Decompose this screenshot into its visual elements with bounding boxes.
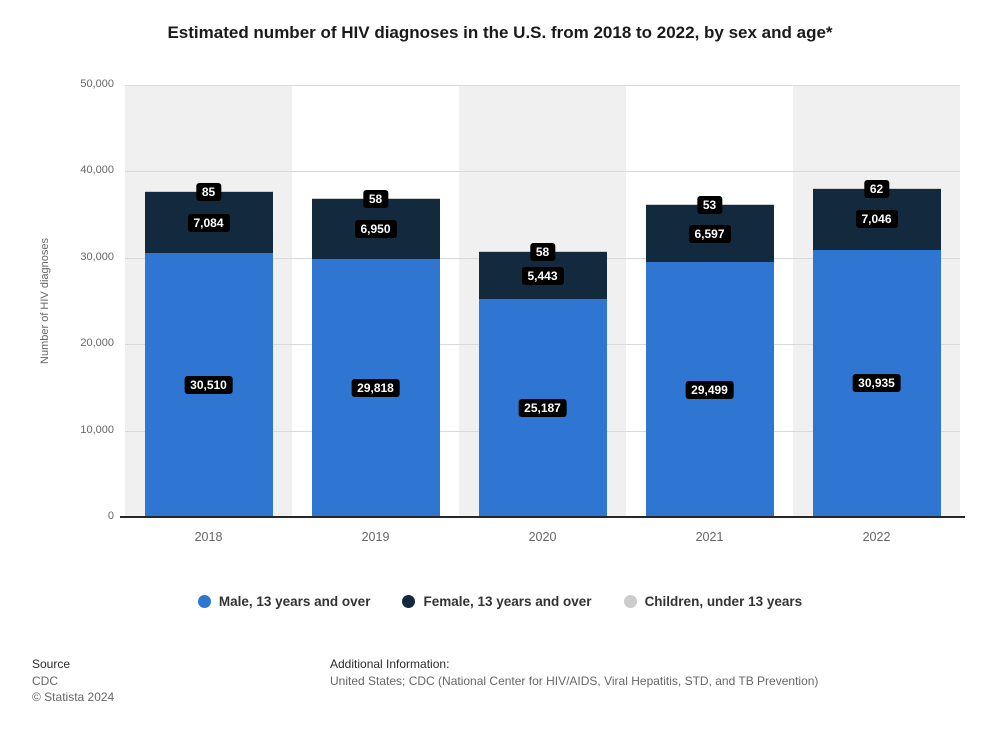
y-tick-label: 0 xyxy=(107,510,114,522)
additional-info-block: Additional Information: United States; C… xyxy=(330,656,818,689)
legend-swatch-icon xyxy=(197,595,211,608)
additional-info-value: United States; CDC (National Center for … xyxy=(330,673,819,688)
value-label: 30,935 xyxy=(852,374,901,393)
x-tick-label: 2018 xyxy=(194,530,223,544)
legend-label: Children, under 13 years xyxy=(644,594,803,609)
value-label: 53 xyxy=(696,195,723,214)
value-label: 58 xyxy=(362,190,389,209)
y-tick-label: 20,000 xyxy=(80,337,114,350)
value-label: 29,499 xyxy=(685,380,734,399)
plot-area: 30,510 7,084 85 29,818 6,950 58 25,187 5,443 58 2… xyxy=(120,85,965,518)
legend-swatch-icon xyxy=(402,595,416,608)
gridline xyxy=(125,171,960,173)
legend: Male, 13 years and over Female, 13 years … xyxy=(0,594,1000,609)
source-label: Source xyxy=(32,657,71,671)
value-label: 30,510 xyxy=(184,376,233,395)
y-tick-label: 30,000 xyxy=(80,250,114,263)
x-tick-label: 2020 xyxy=(528,530,557,544)
x-tick-label: 2021 xyxy=(695,530,724,544)
value-label: 58 xyxy=(529,243,556,262)
legend-label: Male, 13 years and over xyxy=(218,594,371,609)
value-label: 25,187 xyxy=(518,399,567,418)
x-axis-line xyxy=(120,516,965,518)
x-tick-label: 2022 xyxy=(862,530,891,544)
value-label: 6,950 xyxy=(354,220,397,239)
source-value: CDC xyxy=(32,673,58,688)
copyright: © Statista 2024 xyxy=(32,690,115,704)
y-axis-title: Number of HIV diagnoses xyxy=(39,238,52,364)
value-label: 7,084 xyxy=(187,213,230,232)
y-tick-label: 50,000 xyxy=(80,78,114,90)
source-block: Source CDC © Statista 2024 xyxy=(32,656,114,706)
chart-title: Estimated number of HIV diagnoses in the… xyxy=(167,23,833,42)
x-tick-label: 2019 xyxy=(361,530,390,544)
legend-label: Female, 13 years and over xyxy=(423,594,592,609)
value-label: 62 xyxy=(863,179,890,198)
y-tick-label: 40,000 xyxy=(80,164,114,177)
legend-item-1[interactable]: Female, 13 years and over xyxy=(402,594,592,609)
legend-swatch-icon xyxy=(623,595,637,608)
value-label: 29,818 xyxy=(351,379,400,398)
value-label: 7,046 xyxy=(855,210,898,229)
value-label: 85 xyxy=(195,182,222,201)
legend-item-0[interactable]: Male, 13 years and over xyxy=(197,594,371,609)
y-tick-label: 10,000 xyxy=(80,423,114,436)
additional-info-label: Additional Information: xyxy=(330,657,450,671)
value-label: 6,597 xyxy=(688,224,731,243)
chart-area: 30,510 7,084 85 29,818 6,950 58 25,187 5,443 58 2… xyxy=(80,78,965,544)
value-label: 5,443 xyxy=(521,266,564,285)
gridline xyxy=(125,85,960,86)
legend-item-2[interactable]: Children, under 13 years xyxy=(623,594,803,609)
